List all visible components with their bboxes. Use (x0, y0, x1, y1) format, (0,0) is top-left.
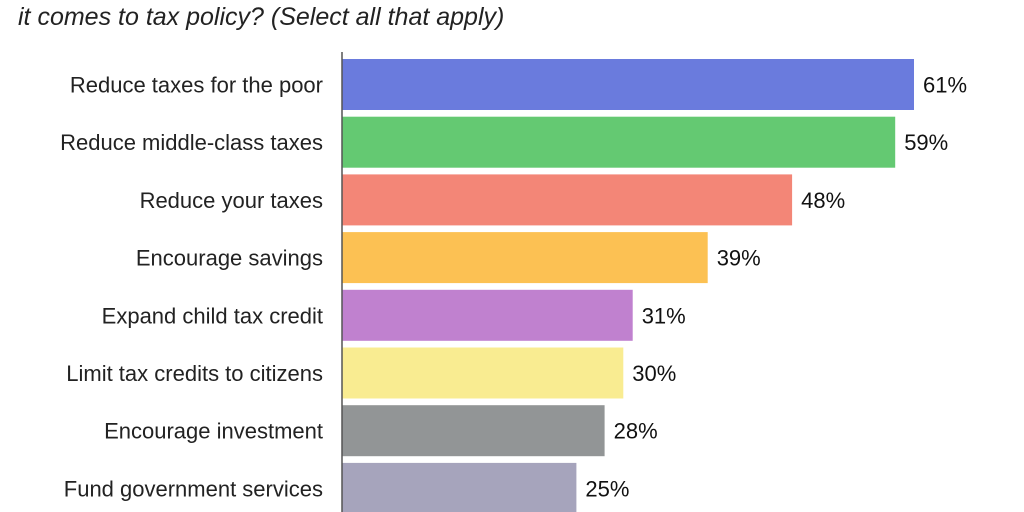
category-label: Encourage savings (136, 246, 323, 271)
category-label: Expand child tax credit (102, 303, 323, 328)
category-label: Fund government services (64, 476, 323, 501)
value-label: 61% (923, 73, 967, 98)
value-label: 25% (585, 476, 629, 501)
bar-2 (342, 116, 896, 168)
category-label: Reduce your taxes (140, 188, 323, 213)
bar-3 (342, 174, 793, 226)
bar-1 (342, 59, 914, 110)
bar-6 (342, 347, 624, 399)
bar-5 (342, 289, 633, 341)
category-label: Reduce middle-class taxes (60, 130, 323, 155)
value-label: 39% (717, 246, 761, 271)
bar-4 (342, 232, 708, 284)
bar-7 (342, 405, 605, 457)
value-label: 59% (904, 130, 948, 155)
chart-title: it comes to tax policy? (Select all that… (18, 3, 505, 31)
value-label: 31% (642, 303, 686, 328)
value-label: 28% (614, 419, 658, 444)
value-label: 30% (632, 361, 676, 386)
category-label: Limit tax credits to citizens (66, 361, 323, 386)
bar-8 (342, 462, 577, 512)
value-label: 48% (801, 188, 845, 213)
category-label: Reduce taxes for the poor (70, 73, 323, 98)
category-label: Encourage investment (104, 419, 323, 444)
